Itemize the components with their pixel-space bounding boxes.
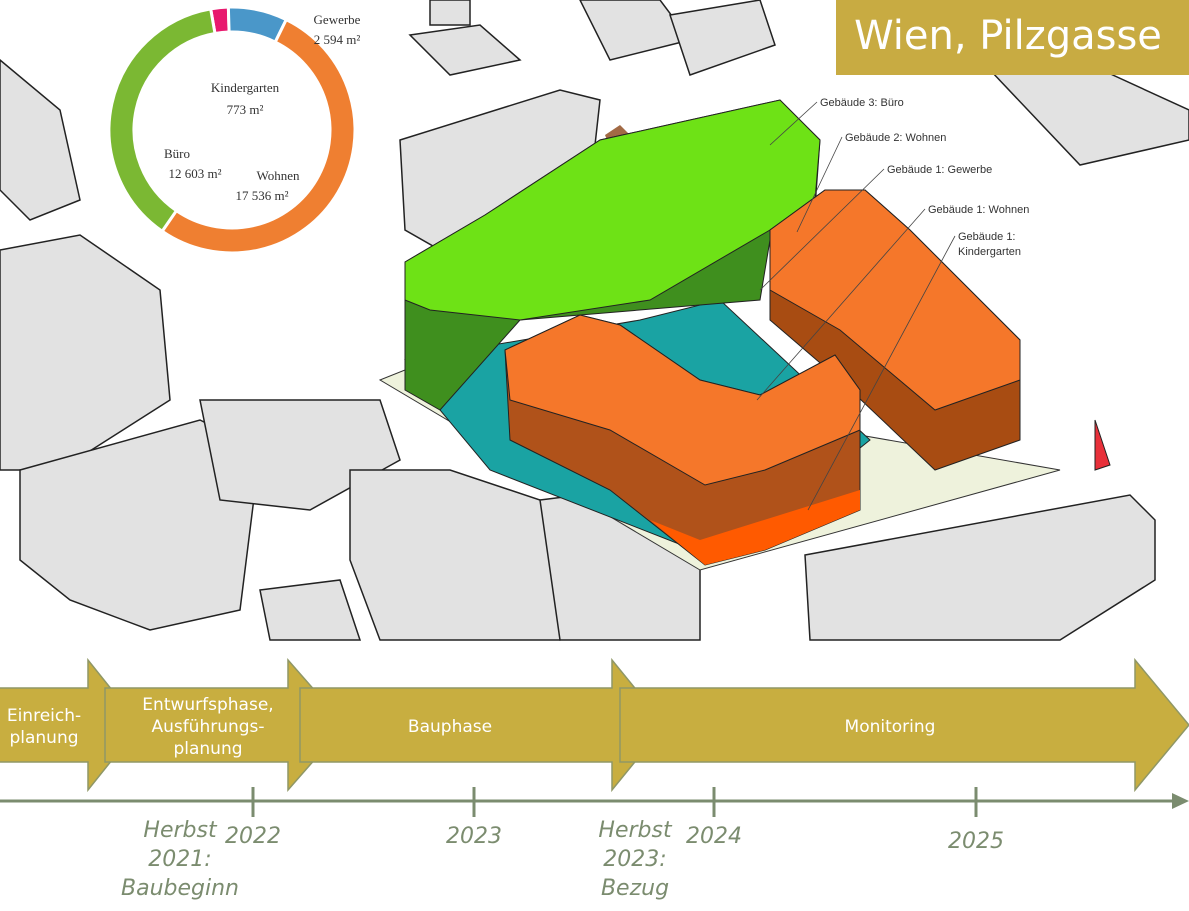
building-label: Gebäude 1: Wohnen	[928, 204, 1029, 216]
building-label-line: Gebäude 1:	[958, 231, 1016, 243]
building-label: Gebäude 1: Kindergarten	[958, 231, 1021, 258]
phase-label: Monitoring	[845, 717, 936, 737]
segment-label: Büro	[164, 146, 190, 161]
segment-value: 2 594 m²	[314, 32, 361, 47]
title-box	[836, 0, 1189, 75]
segment-label: Wohnen	[257, 168, 300, 183]
year-label: 2022	[225, 824, 281, 849]
note: Herbst 2021: Baubeginn	[121, 818, 239, 901]
phase-label: Bauphase	[408, 717, 492, 737]
building-label: Gebäude 3: Büro	[820, 97, 904, 109]
donut-chart: Kindergarten 773 m² Gewerbe 2 594 m² Wohnen 1…	[107, 5, 361, 255]
segment-label: Gewerbe	[314, 12, 361, 27]
segment-value: 12 603 m²	[168, 166, 221, 181]
leader-line	[807, 235, 956, 511]
phase-label-line: planung	[9, 728, 78, 748]
phase-label-line: Ausführungs-	[151, 717, 264, 737]
year-label: 2025	[948, 829, 1004, 854]
leader-line	[756, 208, 926, 401]
building-label-line: Kindergarten	[958, 246, 1021, 258]
year-label: 2023	[446, 824, 502, 849]
time-axis-head	[1172, 793, 1189, 809]
title: Wien, Pilzgasse	[854, 13, 1162, 59]
phase-label: Einreich-planung	[7, 706, 81, 748]
note-line: Herbst	[598, 818, 673, 843]
building-label: Gebäude 1: Gewerbe	[887, 164, 992, 176]
phase-label-line: Bauphase	[408, 717, 492, 737]
phase-label: Entwurfsphase, Ausführungs-planung	[142, 695, 273, 759]
phase-arrow	[619, 657, 1189, 793]
phase-label-line: Monitoring	[845, 717, 936, 737]
donut-segment	[107, 7, 217, 234]
building-label-line: Gebäude 1: Wohnen	[928, 204, 1029, 216]
donut-segment	[160, 17, 357, 255]
leader-line	[796, 136, 843, 233]
segment-value: 773 m²	[227, 102, 264, 117]
leader-line	[759, 168, 885, 291]
building-label-line: Gebäude 1: Gewerbe	[887, 164, 992, 176]
note: Herbst 2023: Bezug	[598, 818, 673, 901]
note-line: 2021:	[148, 847, 211, 872]
building-labels: Gebäude 3: Büro Gebäude 2: Wohnen Gebäude …	[756, 97, 1029, 511]
note-line: Herbst	[143, 818, 218, 843]
building-label-line: Gebäude 2: Wohnen	[845, 132, 946, 144]
year-label: 2024	[686, 824, 742, 849]
note-line: Bezug	[601, 876, 669, 901]
segment-label: Kindergarten	[211, 80, 280, 95]
phase-label-line: Entwurfsphase,	[142, 695, 273, 715]
note-line: Baubeginn	[121, 876, 239, 901]
building-label: Gebäude 2: Wohnen	[845, 132, 946, 144]
segment-value: 17 536 m²	[235, 188, 288, 203]
leader-line	[769, 101, 818, 146]
phase-label-line: Einreich-	[7, 706, 81, 726]
note-line: 2023:	[603, 847, 666, 872]
project-buildings	[404, 99, 1111, 566]
building-label-line: Gebäude 3: Büro	[820, 97, 904, 109]
phase-label-line: planung	[173, 739, 242, 759]
